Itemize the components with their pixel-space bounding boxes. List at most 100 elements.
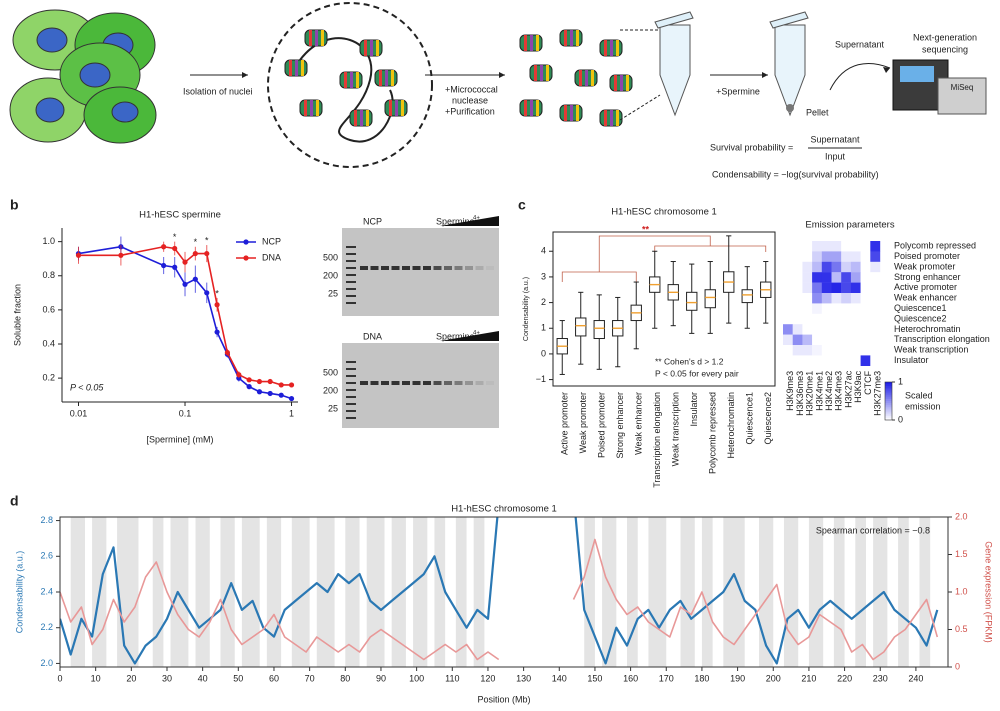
gel-label: NCP xyxy=(363,216,382,226)
ladder-band xyxy=(346,281,356,283)
step-label: nuclease xyxy=(452,95,488,105)
heat-cell xyxy=(870,303,881,314)
point xyxy=(161,244,167,250)
shaded-region xyxy=(833,517,845,667)
x-tick-label: 180 xyxy=(694,673,709,683)
y-tick-label: 0.8 xyxy=(42,270,55,280)
panel-label: c xyxy=(518,197,526,213)
gel-label: Spermine xyxy=(436,216,475,226)
heat-cell xyxy=(860,241,871,252)
heat-cell xyxy=(870,324,881,335)
heat-cell xyxy=(812,272,822,283)
colorbar-segment xyxy=(885,395,892,398)
arrow xyxy=(829,62,891,91)
gradient-wedge xyxy=(440,331,499,341)
y-tick-label: 4 xyxy=(541,246,546,256)
sample-band xyxy=(381,266,389,270)
heat-cell xyxy=(841,282,852,294)
heat-cell xyxy=(860,345,871,356)
significance-star: * xyxy=(173,232,177,242)
significance: ** xyxy=(642,224,650,234)
y-tick-label: 0.6 xyxy=(42,304,55,314)
shaded-region xyxy=(266,517,282,667)
heat-cell xyxy=(812,355,822,366)
gels: NCP Spermine 4+ DNA Spermine 4+ 500 200 25… xyxy=(323,216,499,428)
row-label: Transcription elongation xyxy=(894,334,990,344)
heat-cell xyxy=(821,324,832,335)
shaded-region xyxy=(170,517,189,667)
sample-band xyxy=(475,266,484,270)
point xyxy=(75,252,82,258)
heat-cell xyxy=(792,355,803,366)
heat-cell xyxy=(783,303,793,314)
sample-band xyxy=(475,381,484,385)
box xyxy=(741,289,753,304)
y-tick-label: 3 xyxy=(541,271,546,281)
y-axis-label: Condensability (a.u.) xyxy=(523,277,530,341)
colorbar-segment xyxy=(885,391,892,394)
nucleosome xyxy=(349,109,373,127)
shaded-region xyxy=(241,517,260,667)
heat-cell xyxy=(841,293,852,304)
x-tick-label: 120 xyxy=(480,673,495,683)
row-label: Weak promoter xyxy=(894,261,955,271)
sample-band xyxy=(433,381,442,385)
heat-cell xyxy=(841,251,852,262)
shaded-region xyxy=(758,517,774,667)
heat-cell xyxy=(812,303,822,314)
point xyxy=(256,389,263,395)
x-tick-label: 80 xyxy=(340,673,350,683)
heat-cell xyxy=(841,345,852,356)
x-tick-label: 140 xyxy=(552,673,567,683)
annotation: Spearman correlation = −0.8 xyxy=(816,525,930,535)
heat-cell xyxy=(850,241,861,252)
step-label: +Spermine xyxy=(716,86,760,96)
ladder-band xyxy=(346,253,356,255)
sample-band xyxy=(433,266,442,270)
heat-cell xyxy=(792,241,803,252)
sequencer-label: Next-generation xyxy=(913,32,977,42)
row-label: Quiescence2 xyxy=(894,313,947,323)
row-label: Poised promoter xyxy=(894,251,960,261)
heat-cell xyxy=(783,293,793,304)
heat-cell xyxy=(812,241,822,252)
ladder-band xyxy=(346,368,356,370)
heat-cell xyxy=(821,261,832,273)
heat-cell xyxy=(850,334,861,346)
bracket xyxy=(598,235,711,272)
shaded-region xyxy=(455,517,467,667)
panel-label: d xyxy=(10,493,19,509)
heat-cell xyxy=(821,303,832,314)
tube xyxy=(659,24,691,117)
sample-band xyxy=(486,381,494,385)
heat-cell xyxy=(783,241,793,252)
x-tick-label: Weak enhancer xyxy=(634,392,644,455)
y-axis-label: Condensability (a.u.) xyxy=(14,551,24,634)
point xyxy=(246,384,252,390)
heat-cell xyxy=(831,313,842,325)
shaded-region xyxy=(602,517,617,667)
column-label: H3K27me3 xyxy=(873,371,883,416)
x-tick-label: Polycomb repressed xyxy=(708,392,718,474)
series-line xyxy=(60,517,939,665)
heat-cell xyxy=(792,282,803,294)
gel-label: 4+ xyxy=(473,331,480,337)
heat-cell xyxy=(841,261,852,273)
annotation: P < 0.05 for every pair xyxy=(655,368,739,378)
x-tick-label: 10 xyxy=(91,673,101,683)
point xyxy=(288,395,295,402)
chart-title: H1-hESC spermine xyxy=(139,210,221,221)
sample-band xyxy=(360,266,368,270)
step-label: +Purification xyxy=(445,106,495,116)
heat-cell xyxy=(831,251,842,262)
sample-band xyxy=(402,381,410,385)
heat-cell xyxy=(802,282,813,294)
heat-cell xyxy=(821,293,832,304)
y2-tick-label: 0.5 xyxy=(955,624,968,634)
colorbar-segment xyxy=(885,399,892,402)
colorbar-segment xyxy=(885,397,892,400)
gel xyxy=(342,228,499,316)
sample-band xyxy=(454,381,463,385)
x-tick-label: 160 xyxy=(623,673,638,683)
